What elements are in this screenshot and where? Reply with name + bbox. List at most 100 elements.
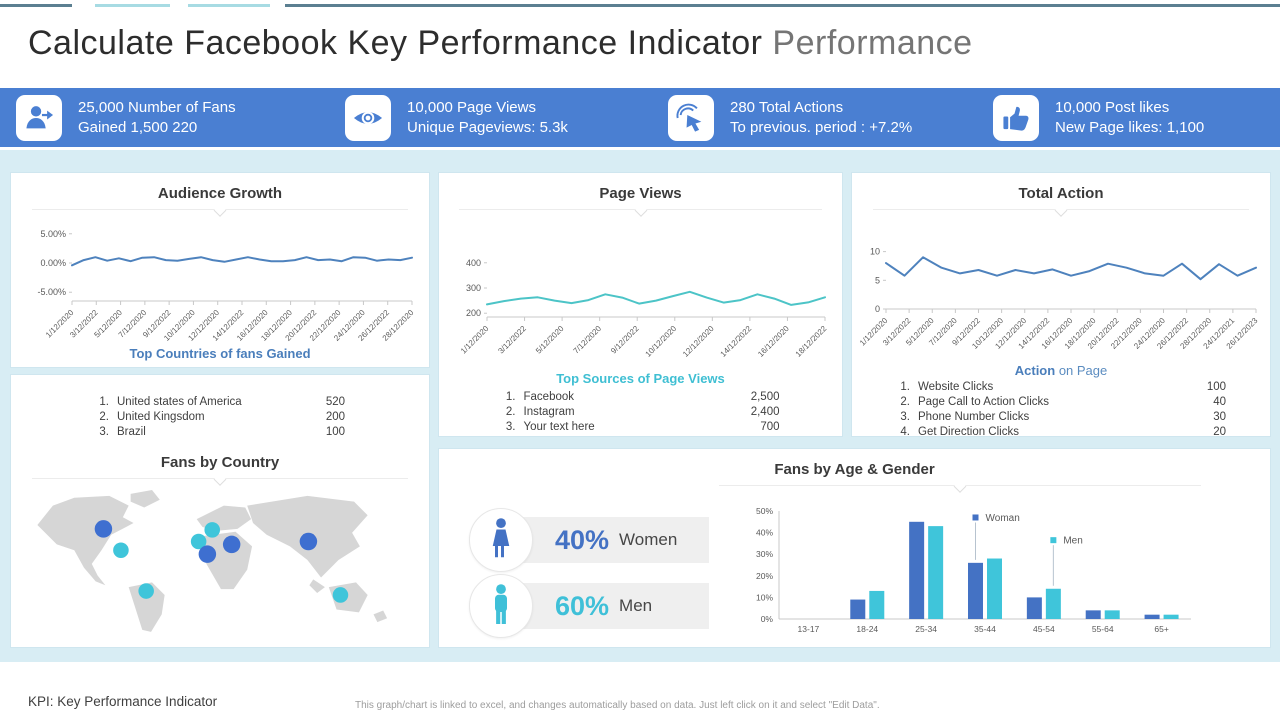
kpi-item: 10,000 Post likes New Page likes: 1,100	[993, 88, 1204, 147]
map-dot	[198, 545, 217, 563]
map-dot	[332, 587, 349, 603]
top-accent-segment	[0, 4, 72, 7]
panel-audience-growth: Audience Growth 5.00% 0.00% -5.00% 1/12/202…	[10, 172, 430, 368]
title-divider	[719, 485, 1201, 491]
gender-stat-label: Women	[619, 530, 678, 549]
audience-growth-chart[interactable]: 5.00%0.00%-5.00%1/12/20203/12/20225/12/2…	[16, 215, 424, 351]
thumbs-up-icon	[993, 94, 1039, 141]
kpi-text: 10,000 Post likes New Page likes: 1,100	[1055, 98, 1204, 138]
svg-text:10%: 10%	[756, 592, 773, 602]
kpi-line2: Unique Pageviews: 5.3k	[407, 118, 568, 136]
map-dot	[299, 532, 318, 551]
map-dot	[113, 542, 129, 559]
total-action-caption-bold: Action	[1014, 363, 1056, 378]
kpi-banner: 25,000 Number of Fans Gained 1,500 220 10…	[0, 88, 1280, 147]
list-label: Instagram	[523, 406, 575, 418]
audience-growth-title: Audience Growth	[157, 185, 283, 202]
list-rank: 3.	[505, 421, 516, 433]
panel-page-views: Page Views 400 300 200 1/12/2020 3/12/2022 5/…	[438, 172, 843, 437]
panel-fans-by-country: 1. United states of America 520 2. United Ki…	[10, 374, 430, 648]
age-gender-chart[interactable]: 0% 10% 20% 30% 40% 50% 13-17 18-24 25-34 35-44 45-…	[739, 499, 1249, 639]
kpi-line2: To previous. period : +7.2%	[730, 118, 913, 136]
top-accent-segment	[285, 4, 1280, 7]
kpi-line1: 10,000 Page Views	[407, 98, 536, 116]
total-action-title: Total Action	[1018, 185, 1104, 202]
list-value: 20	[1213, 426, 1226, 438]
svg-text:13-17: 13-17	[798, 624, 820, 634]
list-item: 2. Page Call to Action Clicks 40	[896, 395, 1226, 410]
list-rank: 4.	[900, 426, 910, 438]
gender-stats: 40% Women 60% Men	[469, 508, 709, 649]
gender-stat-value: 60%	[555, 590, 610, 621]
list-value: 40	[1213, 396, 1226, 408]
svg-text:1/12/2020: 1/12/2020	[458, 324, 490, 356]
footer-kpi-note: KPI: Key Performance Indicator	[28, 694, 218, 709]
list-value: 30	[1213, 411, 1226, 423]
gender-stat-row: 60% Men	[469, 574, 709, 638]
list-value: 2,400	[750, 406, 780, 418]
svg-text:45-54: 45-54	[1033, 624, 1055, 634]
age-gender-title: Fans by Age & Gender	[774, 461, 935, 478]
svg-text:10: 10	[870, 247, 880, 257]
page-sources-list: 1. Facebook 2,500 2. Instagram 2,400 3. Your te…	[502, 390, 780, 435]
svg-text:35-44: 35-44	[974, 624, 996, 634]
kpi-text: 280 Total Actions To previous. period : +…	[730, 98, 912, 138]
svg-text:55-64: 55-64	[1092, 624, 1114, 634]
gender-stat-row: 40% Women	[469, 508, 709, 572]
list-item: 3. Brazil 100	[95, 425, 345, 440]
total-action-caption: Action on Page	[852, 363, 1270, 378]
svg-text:0: 0	[875, 304, 880, 314]
list-value: 100	[1206, 381, 1226, 393]
world-map-svg[interactable]	[16, 486, 424, 632]
page-views-title: Page Views	[599, 185, 682, 202]
svg-text:5: 5	[875, 275, 880, 285]
kpi-line1: 25,000 Number of Fans	[78, 98, 236, 116]
fans-by-country-list: 1. United states of America 520 2. United Ki…	[95, 395, 345, 440]
list-value: 200	[325, 411, 345, 423]
list-value: 700	[760, 421, 780, 433]
kpi-text: 10,000 Page Views Unique Pageviews: 5.3k	[407, 98, 568, 138]
list-rank: 1.	[99, 396, 109, 408]
list-item: 1. United states of America 520	[95, 395, 345, 410]
svg-text:9/12/2022: 9/12/2022	[609, 324, 641, 356]
top-accent-segment	[95, 4, 170, 7]
svg-text:10/12/2020: 10/12/2020	[643, 324, 678, 359]
svg-text:50%: 50%	[756, 506, 773, 516]
list-rank: 2.	[99, 411, 109, 423]
svg-text:18/12/2022: 18/12/2022	[793, 324, 828, 359]
svg-text:14/12/2022: 14/12/2022	[718, 324, 753, 359]
list-rank: 3.	[99, 426, 109, 438]
svg-text:25-34: 25-34	[915, 624, 937, 634]
list-item: 3. Phone Number Clicks 30	[896, 410, 1226, 425]
svg-text:40%: 40%	[756, 528, 773, 538]
svg-text:0.00%: 0.00%	[40, 258, 66, 268]
list-rank: 1.	[505, 391, 516, 403]
kpi-item: 280 Total Actions To previous. period : +…	[668, 88, 912, 147]
svg-text:16/12/2020: 16/12/2020	[756, 324, 791, 359]
fans-gained-icon	[16, 94, 62, 141]
total-action-chart[interactable]: 10501/12/20203/12/20225/12/20207/12/2020…	[854, 215, 1268, 363]
kpi-text: 25,000 Number of Fans Gained 1,500 220	[78, 98, 236, 138]
eye-icon	[345, 94, 391, 141]
audience-growth-caption: Top Countries of fans Gained	[129, 346, 311, 361]
top-accent-segment	[188, 4, 270, 7]
svg-text:Men: Men	[1063, 536, 1082, 547]
kpi-line1: 10,000 Post likes	[1055, 98, 1170, 116]
svg-text:300: 300	[465, 283, 480, 293]
page-views-chart[interactable]: 400 300 200 1/12/2020 3/12/2022 5/12/2020 7/12…	[443, 215, 839, 371]
woman-icon	[469, 508, 533, 572]
list-item: 1. Facebook 2,500	[502, 390, 780, 405]
kpi-line2: New Page likes: 1,100	[1055, 118, 1205, 136]
click-icon	[668, 94, 714, 141]
gender-stat-label: Men	[619, 596, 653, 615]
list-item: 4. Get Direction Clicks 20	[896, 425, 1226, 440]
svg-text:20%: 20%	[756, 571, 773, 581]
svg-text:18-24: 18-24	[856, 624, 878, 634]
kpi-line1: 280 Total Actions	[730, 98, 844, 116]
map-dot	[204, 522, 220, 538]
svg-text:5.00%: 5.00%	[40, 229, 66, 239]
man-icon	[469, 574, 533, 638]
svg-text:3/12/2022: 3/12/2022	[496, 324, 528, 356]
list-rank: 2.	[505, 406, 516, 418]
map-dot	[138, 583, 154, 599]
